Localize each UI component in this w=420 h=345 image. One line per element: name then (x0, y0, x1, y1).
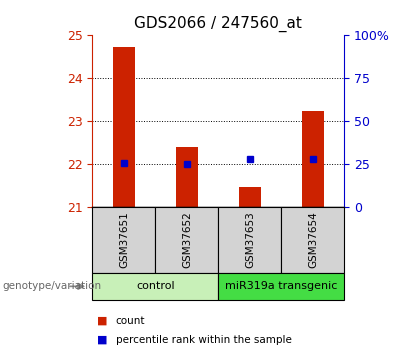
Text: GSM37653: GSM37653 (245, 211, 255, 268)
Text: count: count (116, 316, 145, 326)
Text: genotype/variation: genotype/variation (2, 282, 101, 291)
Text: GSM37654: GSM37654 (308, 211, 318, 268)
Bar (176, 148, 198, 207)
Text: ■: ■ (97, 316, 107, 326)
Bar (113, 47, 135, 207)
Bar (302, 111, 324, 207)
Text: ■: ■ (97, 335, 107, 345)
Title: GDS2066 / 247560_at: GDS2066 / 247560_at (134, 16, 302, 32)
Text: percentile rank within the sample: percentile rank within the sample (116, 335, 291, 345)
Text: control: control (136, 282, 175, 291)
Bar (239, 187, 261, 207)
Text: GSM37651: GSM37651 (119, 211, 129, 268)
Text: miR319a transgenic: miR319a transgenic (225, 282, 338, 291)
Text: GSM37652: GSM37652 (182, 211, 192, 268)
